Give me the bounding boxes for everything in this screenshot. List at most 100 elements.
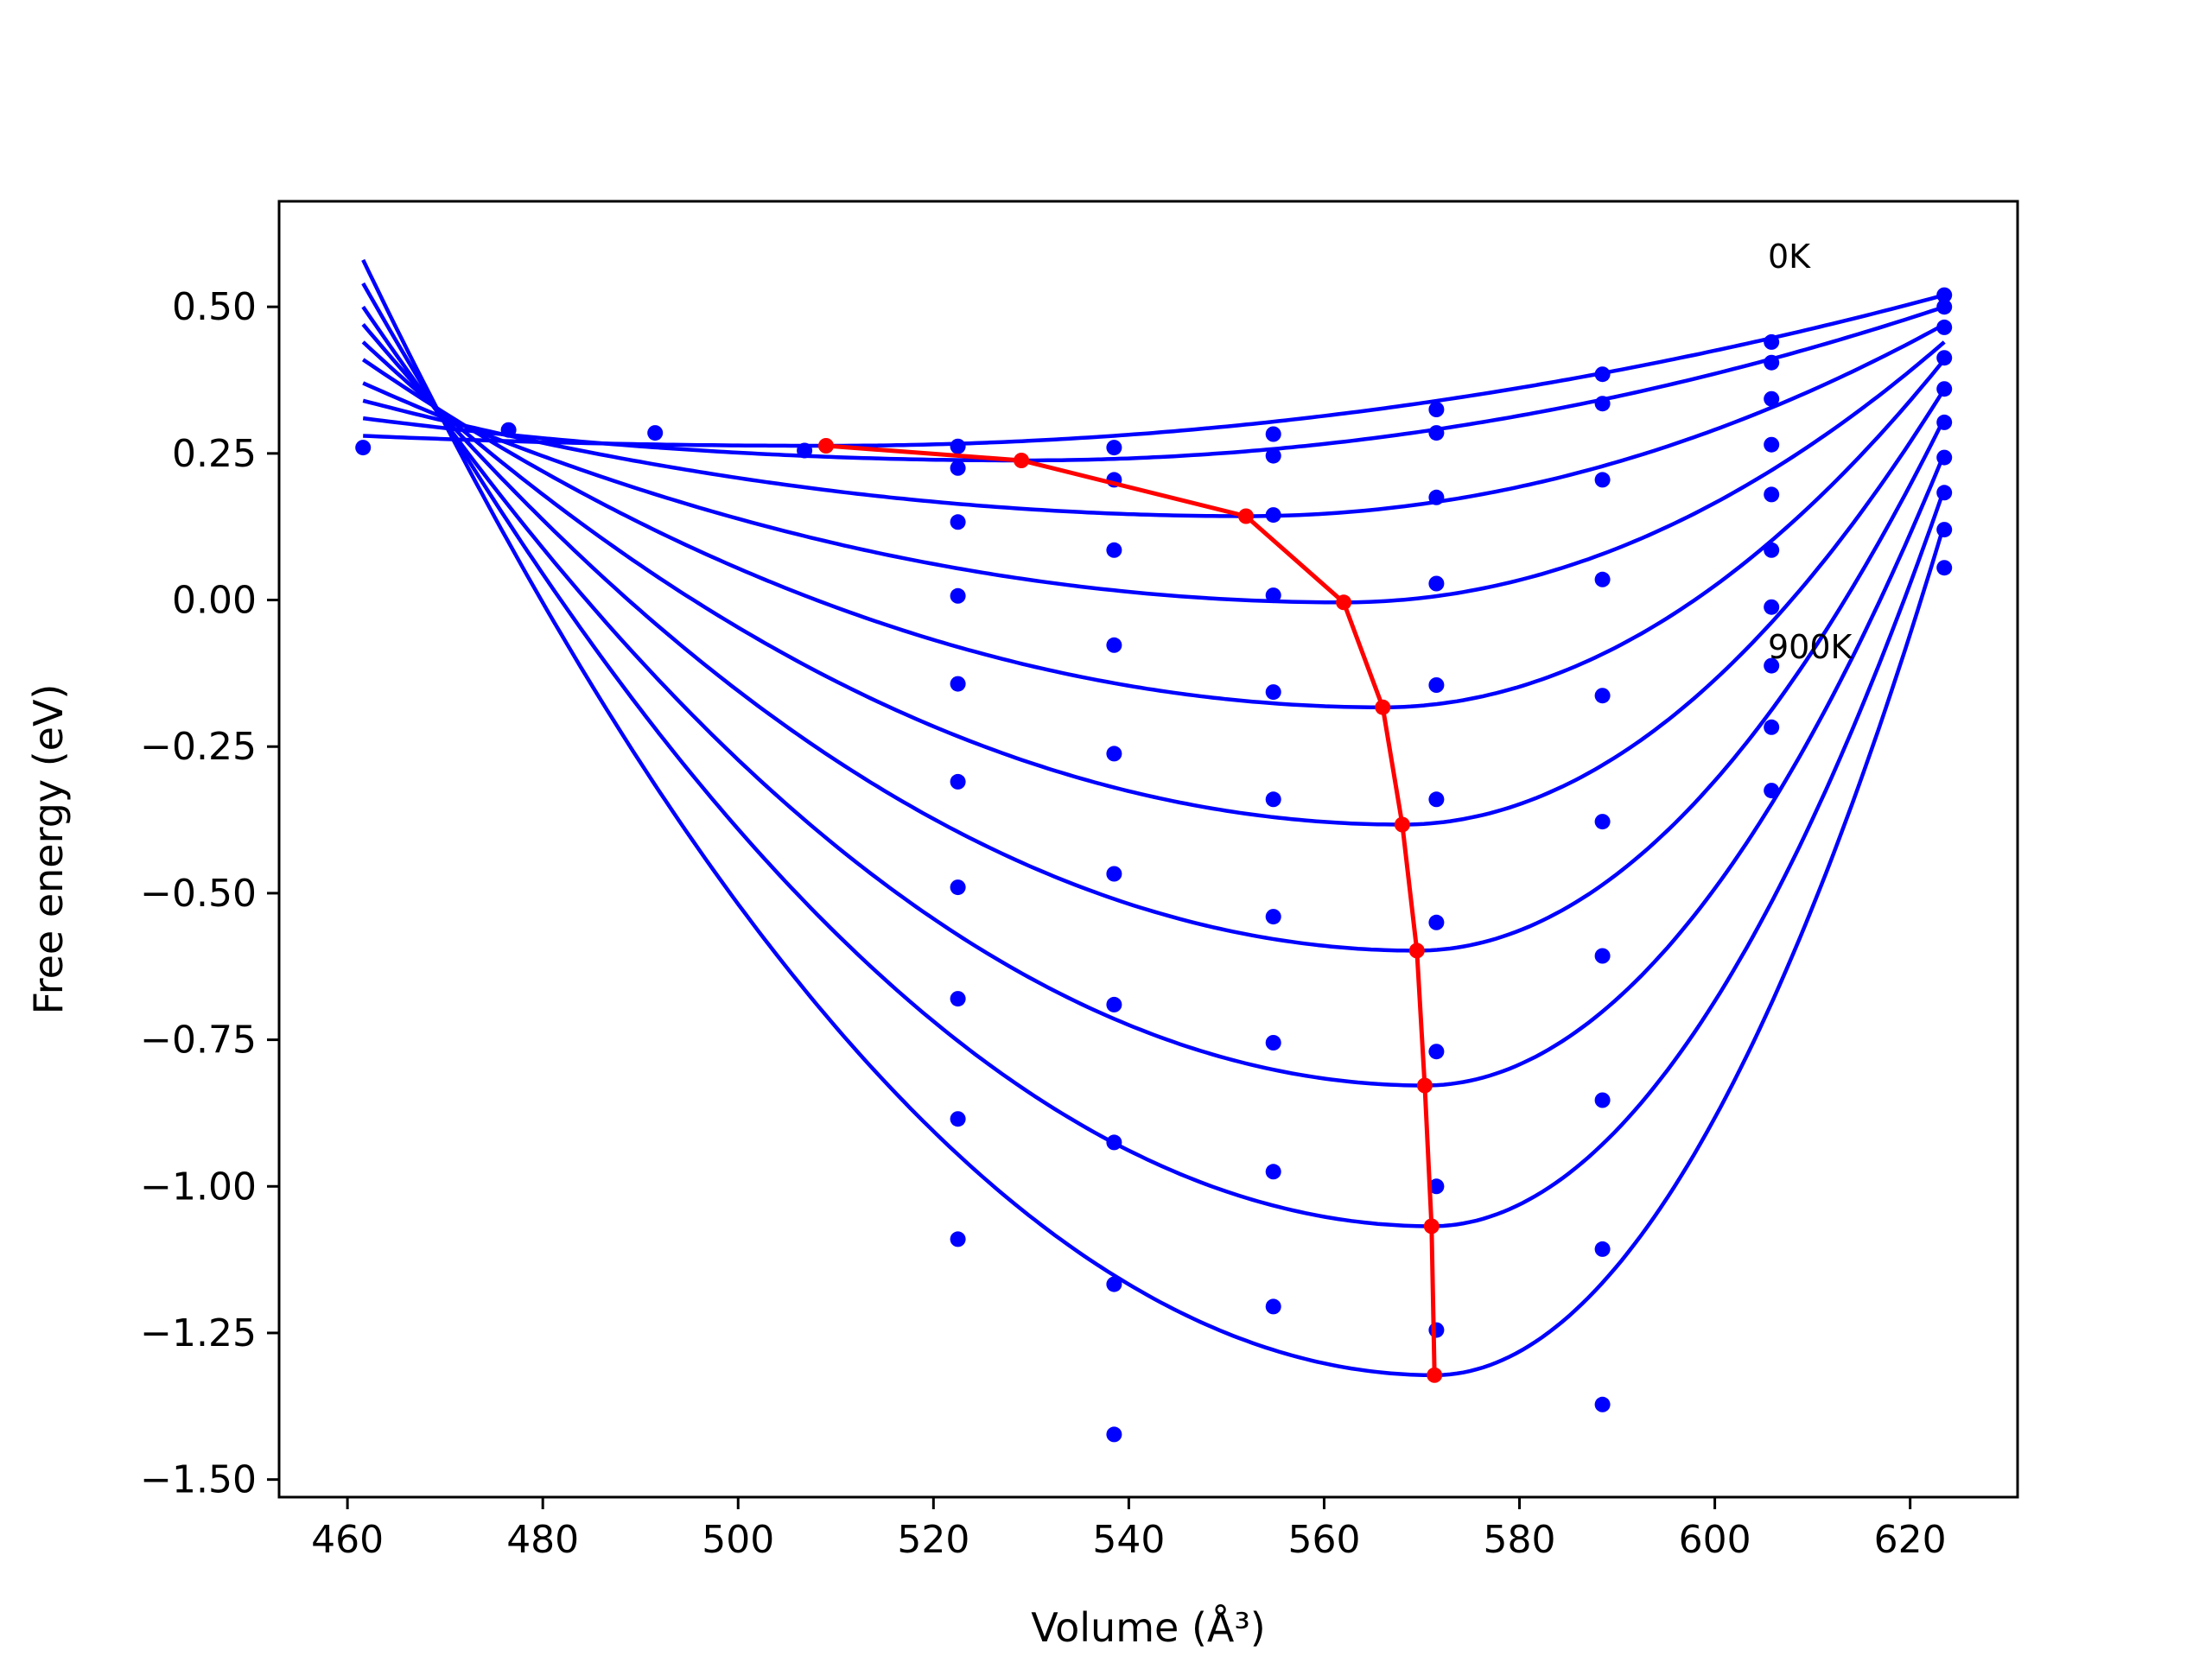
data-point-47 bbox=[1594, 571, 1611, 587]
minimum-point-0 bbox=[818, 438, 834, 454]
data-point-2 bbox=[647, 425, 664, 441]
fit-curves bbox=[361, 258, 1947, 1378]
y-tick-label-5: −0.75 bbox=[140, 1019, 257, 1063]
fit-curve-1 bbox=[362, 305, 1945, 463]
y-tick-label-0: 0.50 bbox=[172, 285, 257, 329]
x-tick-label-5: 560 bbox=[1287, 1518, 1360, 1562]
y-tick-label-3: −0.25 bbox=[140, 725, 257, 769]
fit-curve-3 bbox=[362, 340, 1946, 605]
minimum-point-1 bbox=[1014, 453, 1030, 468]
data-point-22 bbox=[1106, 1276, 1122, 1292]
data-point-34 bbox=[1428, 402, 1445, 417]
data-point-73 bbox=[1936, 560, 1953, 576]
data-point-46 bbox=[1594, 472, 1611, 488]
data-point-65 bbox=[1936, 299, 1953, 315]
data-point-14 bbox=[1106, 440, 1122, 456]
data-point-35 bbox=[1428, 425, 1445, 441]
data-point-44 bbox=[1594, 366, 1611, 383]
data-point-21 bbox=[1106, 1134, 1122, 1151]
data-point-16 bbox=[1106, 542, 1122, 558]
x-tick-label-2: 500 bbox=[702, 1518, 774, 1562]
minimum-point-2 bbox=[1238, 508, 1254, 524]
fit-curve-5 bbox=[361, 340, 1947, 827]
data-point-63 bbox=[1764, 783, 1780, 799]
data-point-57 bbox=[1764, 436, 1780, 453]
data-point-61 bbox=[1764, 657, 1780, 674]
data-point-0 bbox=[355, 440, 372, 456]
fit-curve-8 bbox=[361, 282, 1947, 1228]
data-point-70 bbox=[1936, 449, 1953, 466]
x-tick-label-0: 460 bbox=[311, 1518, 384, 1562]
data-point-48 bbox=[1594, 688, 1611, 704]
data-point-59 bbox=[1764, 542, 1780, 558]
data-point-39 bbox=[1428, 791, 1445, 808]
data-point-49 bbox=[1594, 814, 1611, 830]
data-point-24 bbox=[1265, 426, 1281, 442]
data-point-69 bbox=[1936, 414, 1953, 430]
minimum-point-4 bbox=[1375, 699, 1391, 715]
data-point-36 bbox=[1428, 489, 1445, 505]
data-point-11 bbox=[950, 991, 966, 1007]
data-point-17 bbox=[1106, 637, 1122, 653]
minimum-point-3 bbox=[1336, 594, 1352, 611]
data-point-33 bbox=[1265, 1298, 1281, 1315]
minimum-point-9 bbox=[1427, 1367, 1443, 1383]
y-tick-label-1: 0.25 bbox=[172, 432, 257, 476]
x-axis-label: Volume (Å³) bbox=[1031, 1604, 1266, 1651]
data-point-62 bbox=[1764, 719, 1780, 735]
data-point-8 bbox=[950, 676, 966, 692]
data-point-71 bbox=[1936, 485, 1953, 501]
annotation-0k: 0K bbox=[1768, 238, 1811, 276]
minimum-point-8 bbox=[1423, 1218, 1440, 1235]
data-point-27 bbox=[1265, 587, 1281, 604]
y-tick-label-7: −1.25 bbox=[140, 1311, 257, 1355]
data-point-45 bbox=[1594, 396, 1611, 412]
y-tick-label-6: −1.00 bbox=[140, 1165, 257, 1209]
data-point-68 bbox=[1936, 381, 1953, 397]
data-point-13 bbox=[950, 1231, 966, 1247]
y-tick-label-4: −0.50 bbox=[140, 872, 257, 916]
data-point-10 bbox=[950, 879, 966, 896]
data-point-67 bbox=[1936, 350, 1953, 366]
data-point-53 bbox=[1594, 1396, 1611, 1412]
data-point-26 bbox=[1265, 507, 1281, 524]
x-tick-label-3: 520 bbox=[897, 1518, 969, 1562]
data-point-20 bbox=[1106, 996, 1122, 1012]
data-point-66 bbox=[1936, 319, 1953, 335]
data-point-1 bbox=[500, 422, 517, 438]
data-point-55 bbox=[1764, 354, 1780, 371]
data-point-6 bbox=[950, 514, 966, 530]
data-point-25 bbox=[1265, 447, 1281, 464]
data-point-28 bbox=[1265, 684, 1281, 701]
data-point-18 bbox=[1106, 746, 1122, 762]
data-point-43 bbox=[1428, 1322, 1445, 1338]
data-point-42 bbox=[1428, 1178, 1445, 1195]
fit-curve-6 bbox=[361, 323, 1947, 953]
x-axis-ticks: 460 480 500 520 540 560 580 600 620 bbox=[311, 1497, 1947, 1562]
data-point-30 bbox=[1265, 909, 1281, 925]
data-point-41 bbox=[1428, 1044, 1445, 1060]
y-axis-ticks: 0.50 0.25 0.00 −0.25 −0.50 −0.75 −1.00 −1.25 −1.… bbox=[140, 285, 279, 1502]
y-tick-label-2: 0.00 bbox=[172, 579, 257, 623]
data-point-5 bbox=[950, 460, 966, 476]
data-point-31 bbox=[1265, 1035, 1281, 1050]
minimum-path-line bbox=[825, 443, 1437, 1375]
data-point-32 bbox=[1265, 1164, 1281, 1180]
data-point-50 bbox=[1594, 948, 1611, 964]
x-tick-label-7: 600 bbox=[1679, 1518, 1751, 1562]
x-tick-label-1: 480 bbox=[506, 1518, 579, 1562]
x-tick-label-4: 540 bbox=[1092, 1518, 1165, 1562]
data-point-60 bbox=[1764, 599, 1780, 615]
x-tick-label-6: 580 bbox=[1484, 1518, 1556, 1562]
minimum-path bbox=[818, 438, 1443, 1383]
data-point-72 bbox=[1936, 522, 1953, 538]
data-point-64 bbox=[1936, 287, 1953, 303]
data-point-51 bbox=[1594, 1092, 1611, 1108]
data-point-56 bbox=[1764, 390, 1780, 407]
annotation-900k: 900K bbox=[1768, 628, 1853, 666]
data-point-40 bbox=[1428, 914, 1445, 930]
x-tick-label-8: 620 bbox=[1874, 1518, 1947, 1562]
data-point-29 bbox=[1265, 791, 1281, 808]
minimum-point-5 bbox=[1394, 816, 1410, 833]
